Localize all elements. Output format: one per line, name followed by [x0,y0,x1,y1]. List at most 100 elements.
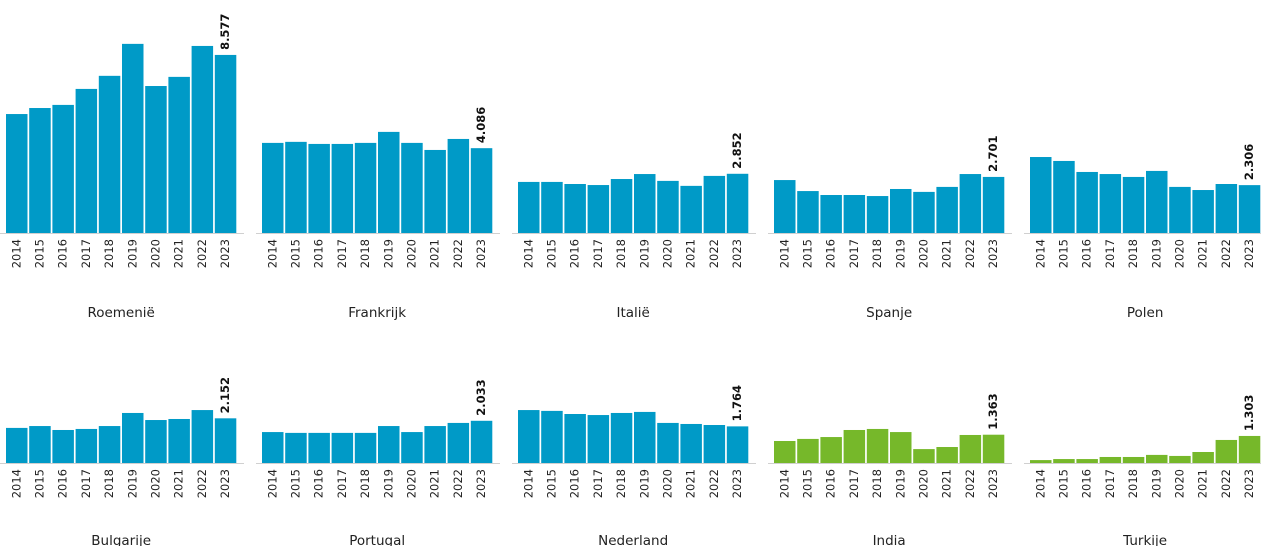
x-tick-label: 2018 [358,239,372,268]
x-tick-label: 2022 [451,469,465,498]
panel-title: Nederland [598,533,668,546]
bar [1030,460,1052,463]
bar [1076,459,1098,463]
bar [191,410,214,463]
bar [1169,186,1191,233]
bar [145,420,167,463]
x-tick-label: 2018 [1126,239,1140,268]
x-tick-label: 2018 [870,239,884,268]
x-tick-label: 2016 [56,239,70,268]
x-tick-label: 2020 [660,239,674,268]
x-tick-label: 2016 [312,239,326,268]
value-label: 1.303 [1242,395,1256,431]
bar [820,437,842,463]
value-label: 8.577 [218,14,232,50]
bar [866,428,889,463]
x-tick-label: 2021 [172,239,186,268]
bar [122,43,144,234]
x-tick-label: 2015 [800,239,814,268]
x-tick-label: 2023 [474,239,488,268]
bar [797,191,819,233]
bar [959,174,982,233]
bar [587,415,610,463]
x-tick-label: 2023 [218,239,232,268]
x-tick-label: 2019 [125,239,139,268]
bar [401,142,423,233]
x-tick-label: 2016 [1080,469,1094,498]
x-tick-label: 2016 [312,469,326,498]
x-tick-label: 2021 [1196,469,1210,498]
x-tick-label: 2015 [544,469,558,498]
bar [285,432,307,463]
x-tick-label: 2020 [660,469,674,498]
x-tick-label: 2018 [614,239,628,268]
bar [1053,160,1075,233]
bar [1215,184,1238,233]
bar [1076,171,1098,233]
bar [820,195,842,233]
x-tick-label: 2016 [568,469,582,498]
bar [959,434,982,463]
x-tick-label: 2015 [544,239,558,268]
x-tick-label: 2020 [1172,239,1186,268]
bar [1215,439,1238,463]
x-tick-label: 2023 [730,239,744,268]
x-tick-label: 2017 [847,239,861,268]
bar [6,427,28,463]
x-tick-label: 2019 [1149,469,1163,498]
x-tick-label: 2020 [916,469,930,498]
bar [1053,459,1075,463]
value-label: 1.363 [986,393,1000,429]
x-tick-label: 2019 [381,239,395,268]
bar [634,174,656,233]
bar [657,180,679,233]
x-tick-label: 2015 [1056,469,1070,498]
x-tick-label: 2017 [79,239,93,268]
x-tick-label: 2017 [847,469,861,498]
x-tick-label: 2021 [940,239,954,268]
x-tick-label: 2023 [474,469,488,498]
bar [75,88,98,234]
x-tick-label: 2023 [730,469,744,498]
bar [1122,176,1145,233]
bar [774,180,796,233]
x-tick-label: 2021 [428,239,442,268]
bar [1238,435,1261,463]
bar [29,108,51,233]
bar [447,138,470,233]
bar [354,142,377,233]
x-tick-label: 2021 [940,469,954,498]
bar [424,149,446,233]
x-tick-label: 2014 [9,239,23,268]
bar [191,45,214,233]
bar [378,426,400,463]
bar [1122,456,1145,463]
x-tick-label: 2022 [451,239,465,268]
x-tick-label: 2021 [684,469,698,498]
x-tick-label: 2019 [637,239,651,268]
x-tick-label: 2016 [824,469,838,498]
bar [262,142,284,233]
bar [122,412,144,463]
bar [1169,455,1191,463]
bar [982,176,1005,233]
x-tick-label: 2018 [1126,469,1140,498]
x-tick-label: 2023 [218,469,232,498]
bar [29,426,51,463]
x-tick-label: 2016 [1080,239,1094,268]
x-tick-label: 2020 [916,239,930,268]
x-tick-label: 2014 [1033,239,1047,268]
bar [98,426,121,463]
bar [168,418,190,463]
x-tick-label: 2022 [707,239,721,268]
x-tick-label: 2021 [684,239,698,268]
bar [331,143,354,233]
bar [145,86,167,233]
bar [982,434,1005,463]
x-tick-label: 2022 [963,469,977,498]
bar [703,425,726,463]
bar [401,432,423,463]
x-tick-label: 2019 [893,469,907,498]
x-tick-label: 2015 [288,469,302,498]
x-tick-label: 2020 [148,469,162,498]
